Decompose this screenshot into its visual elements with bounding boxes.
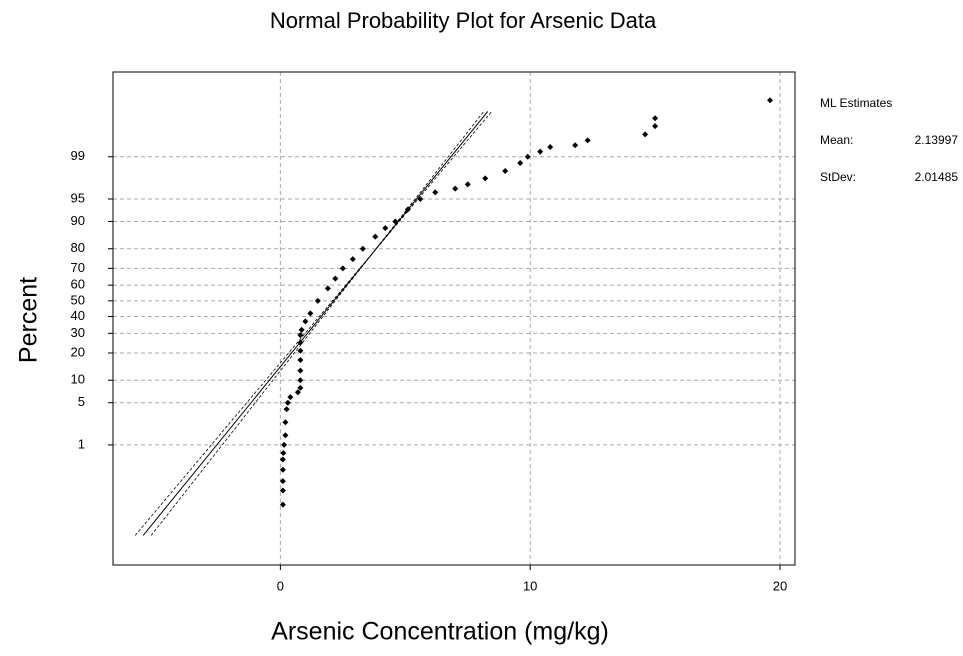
data-point <box>349 256 356 263</box>
y-tick-label: 30 <box>71 325 85 340</box>
data-point <box>279 478 286 485</box>
data-point <box>464 181 471 188</box>
data-point <box>432 189 439 196</box>
data-point <box>294 389 301 396</box>
y-tick-label: 20 <box>71 344 85 359</box>
data-point <box>281 441 288 448</box>
data-point <box>297 367 304 374</box>
data-point <box>372 233 379 240</box>
data-point <box>642 131 649 138</box>
y-tick-label: 95 <box>71 190 85 205</box>
data-point <box>287 394 294 401</box>
stdev-label: StDev: <box>820 170 856 184</box>
fit-line <box>142 111 489 536</box>
data-point <box>584 137 591 144</box>
data-point <box>282 419 289 426</box>
data-point <box>279 501 286 508</box>
data-point <box>502 167 509 174</box>
data-point <box>297 356 304 363</box>
y-tick-label: 40 <box>71 308 85 323</box>
data-point <box>452 185 459 192</box>
data-point <box>537 148 544 155</box>
x-tick-label: 20 <box>773 578 787 593</box>
stdev-value: 2.01485 <box>915 170 959 184</box>
data-point <box>298 326 305 333</box>
data-point <box>282 432 289 439</box>
data-point <box>297 384 304 391</box>
data-point <box>404 206 411 213</box>
x-tick-label: 10 <box>523 578 537 593</box>
data-point <box>332 275 339 282</box>
chart-title: Normal Probability Plot for Arsenic Data <box>270 8 657 33</box>
data-point <box>297 377 304 384</box>
data-point <box>652 123 659 130</box>
data-point <box>339 265 346 272</box>
mean-value: 2.13997 <box>915 133 959 147</box>
data-point <box>652 115 659 122</box>
data-point <box>324 285 331 292</box>
data-point <box>297 347 304 354</box>
data-point <box>302 318 309 325</box>
data-point <box>280 450 287 457</box>
plot-frame <box>112 71 796 566</box>
y-tick-label: 50 <box>71 292 85 307</box>
y-tick-label: 99 <box>71 148 85 163</box>
data-point <box>297 339 304 346</box>
estimates-title: ML Estimates <box>820 96 892 110</box>
data-point <box>297 332 304 339</box>
data-point <box>283 406 290 413</box>
data-point <box>382 225 389 232</box>
data-point <box>517 159 524 166</box>
y-tick-label: 80 <box>71 240 85 255</box>
data-point <box>314 297 321 304</box>
data-point <box>547 144 554 151</box>
x-tick-label: 0 <box>277 578 284 593</box>
data-point <box>284 399 291 406</box>
mean-label: Mean: <box>820 133 853 147</box>
data-point <box>392 218 399 225</box>
x-axis-label: Arsenic Concentration (mg/kg) <box>271 618 609 646</box>
data-point <box>417 195 424 202</box>
data-point <box>359 245 366 252</box>
y-tick-label: 70 <box>71 260 85 275</box>
data-point <box>482 175 489 182</box>
y-tick-label: 90 <box>71 213 85 228</box>
data-point <box>524 153 531 160</box>
y-axis-label: Percent <box>15 277 43 363</box>
data-point <box>279 466 286 473</box>
confidence-band <box>134 111 493 536</box>
y-tick-label: 5 <box>78 394 85 409</box>
y-tick-label: 10 <box>71 372 85 387</box>
y-tick-label: 1 <box>78 436 85 451</box>
data-point <box>767 97 774 104</box>
data-point <box>307 310 314 317</box>
y-tick-label: 60 <box>71 277 85 292</box>
data-point <box>572 142 579 149</box>
data-point <box>279 456 286 463</box>
data-point <box>279 487 286 494</box>
